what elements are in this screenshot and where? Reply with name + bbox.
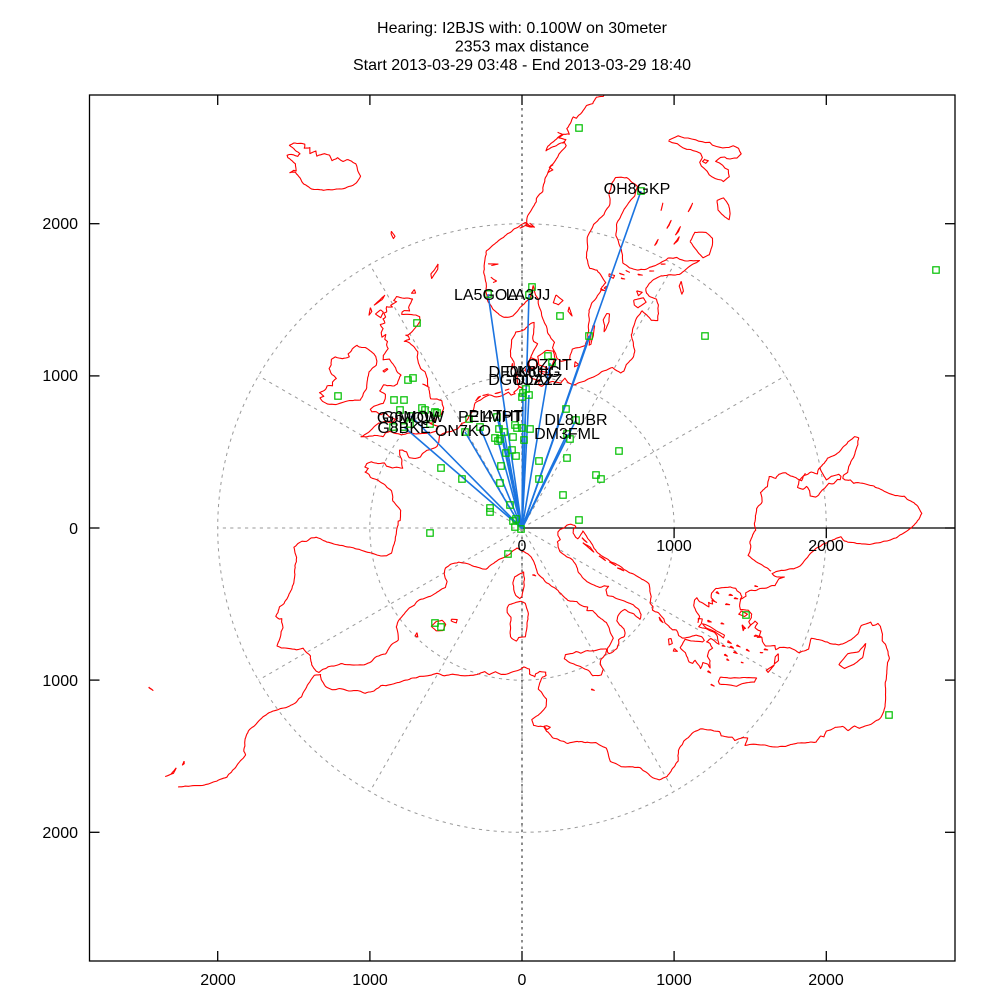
svg-text:0: 0	[518, 538, 527, 555]
svg-text:Start 2013-03-29 03:48 - End 2: Start 2013-03-29 03:48 - End 2013-03-29 …	[353, 57, 691, 74]
svg-text:1000: 1000	[656, 538, 692, 555]
svg-text:1000: 1000	[42, 673, 78, 690]
svg-text:DF0MU: DF0MU	[488, 364, 543, 381]
svg-text:PI4THT: PI4THT	[468, 408, 523, 425]
svg-text:2000: 2000	[42, 825, 78, 842]
svg-text:DL2ZZ: DL2ZZ	[514, 372, 563, 389]
svg-text:1000: 1000	[352, 972, 388, 989]
svg-text:2000: 2000	[200, 972, 236, 989]
svg-text:0: 0	[69, 521, 78, 538]
svg-text:OZ7IT: OZ7IT	[526, 357, 572, 374]
svg-text:2000: 2000	[808, 972, 844, 989]
svg-text:G8BKE: G8BKE	[377, 420, 430, 437]
svg-text:2353 max distance: 2353 max distance	[455, 39, 589, 56]
svg-text:1000: 1000	[42, 368, 78, 385]
svg-text:PE1MPT: PE1MPT	[458, 409, 522, 426]
svg-text:DM3FML: DM3FML	[534, 426, 600, 443]
svg-text:ON7KO: ON7KO	[435, 423, 491, 440]
svg-text:DL8UBR: DL8UBR	[544, 412, 607, 429]
svg-text:2000: 2000	[42, 216, 78, 233]
svg-text:G6MQW: G6MQW	[382, 409, 445, 426]
svg-text:2000: 2000	[808, 538, 844, 555]
svg-text:LA5GOA: LA5GOA	[454, 287, 518, 304]
svg-text:DK6UG: DK6UG	[505, 364, 560, 381]
svg-text:Hearing: I2BJS with: 0.100W on: Hearing: I2BJS with: 0.100W on 30meter	[377, 20, 668, 37]
svg-text:OH8GKP: OH8GKP	[604, 181, 671, 198]
svg-text:G0MQW: G0MQW	[377, 410, 440, 427]
svg-text:1000: 1000	[656, 972, 692, 989]
svg-text:LA3JJ: LA3JJ	[506, 287, 550, 304]
svg-text:0: 0	[518, 972, 527, 989]
svg-text:DG6OAY: DG6OAY	[488, 372, 554, 389]
